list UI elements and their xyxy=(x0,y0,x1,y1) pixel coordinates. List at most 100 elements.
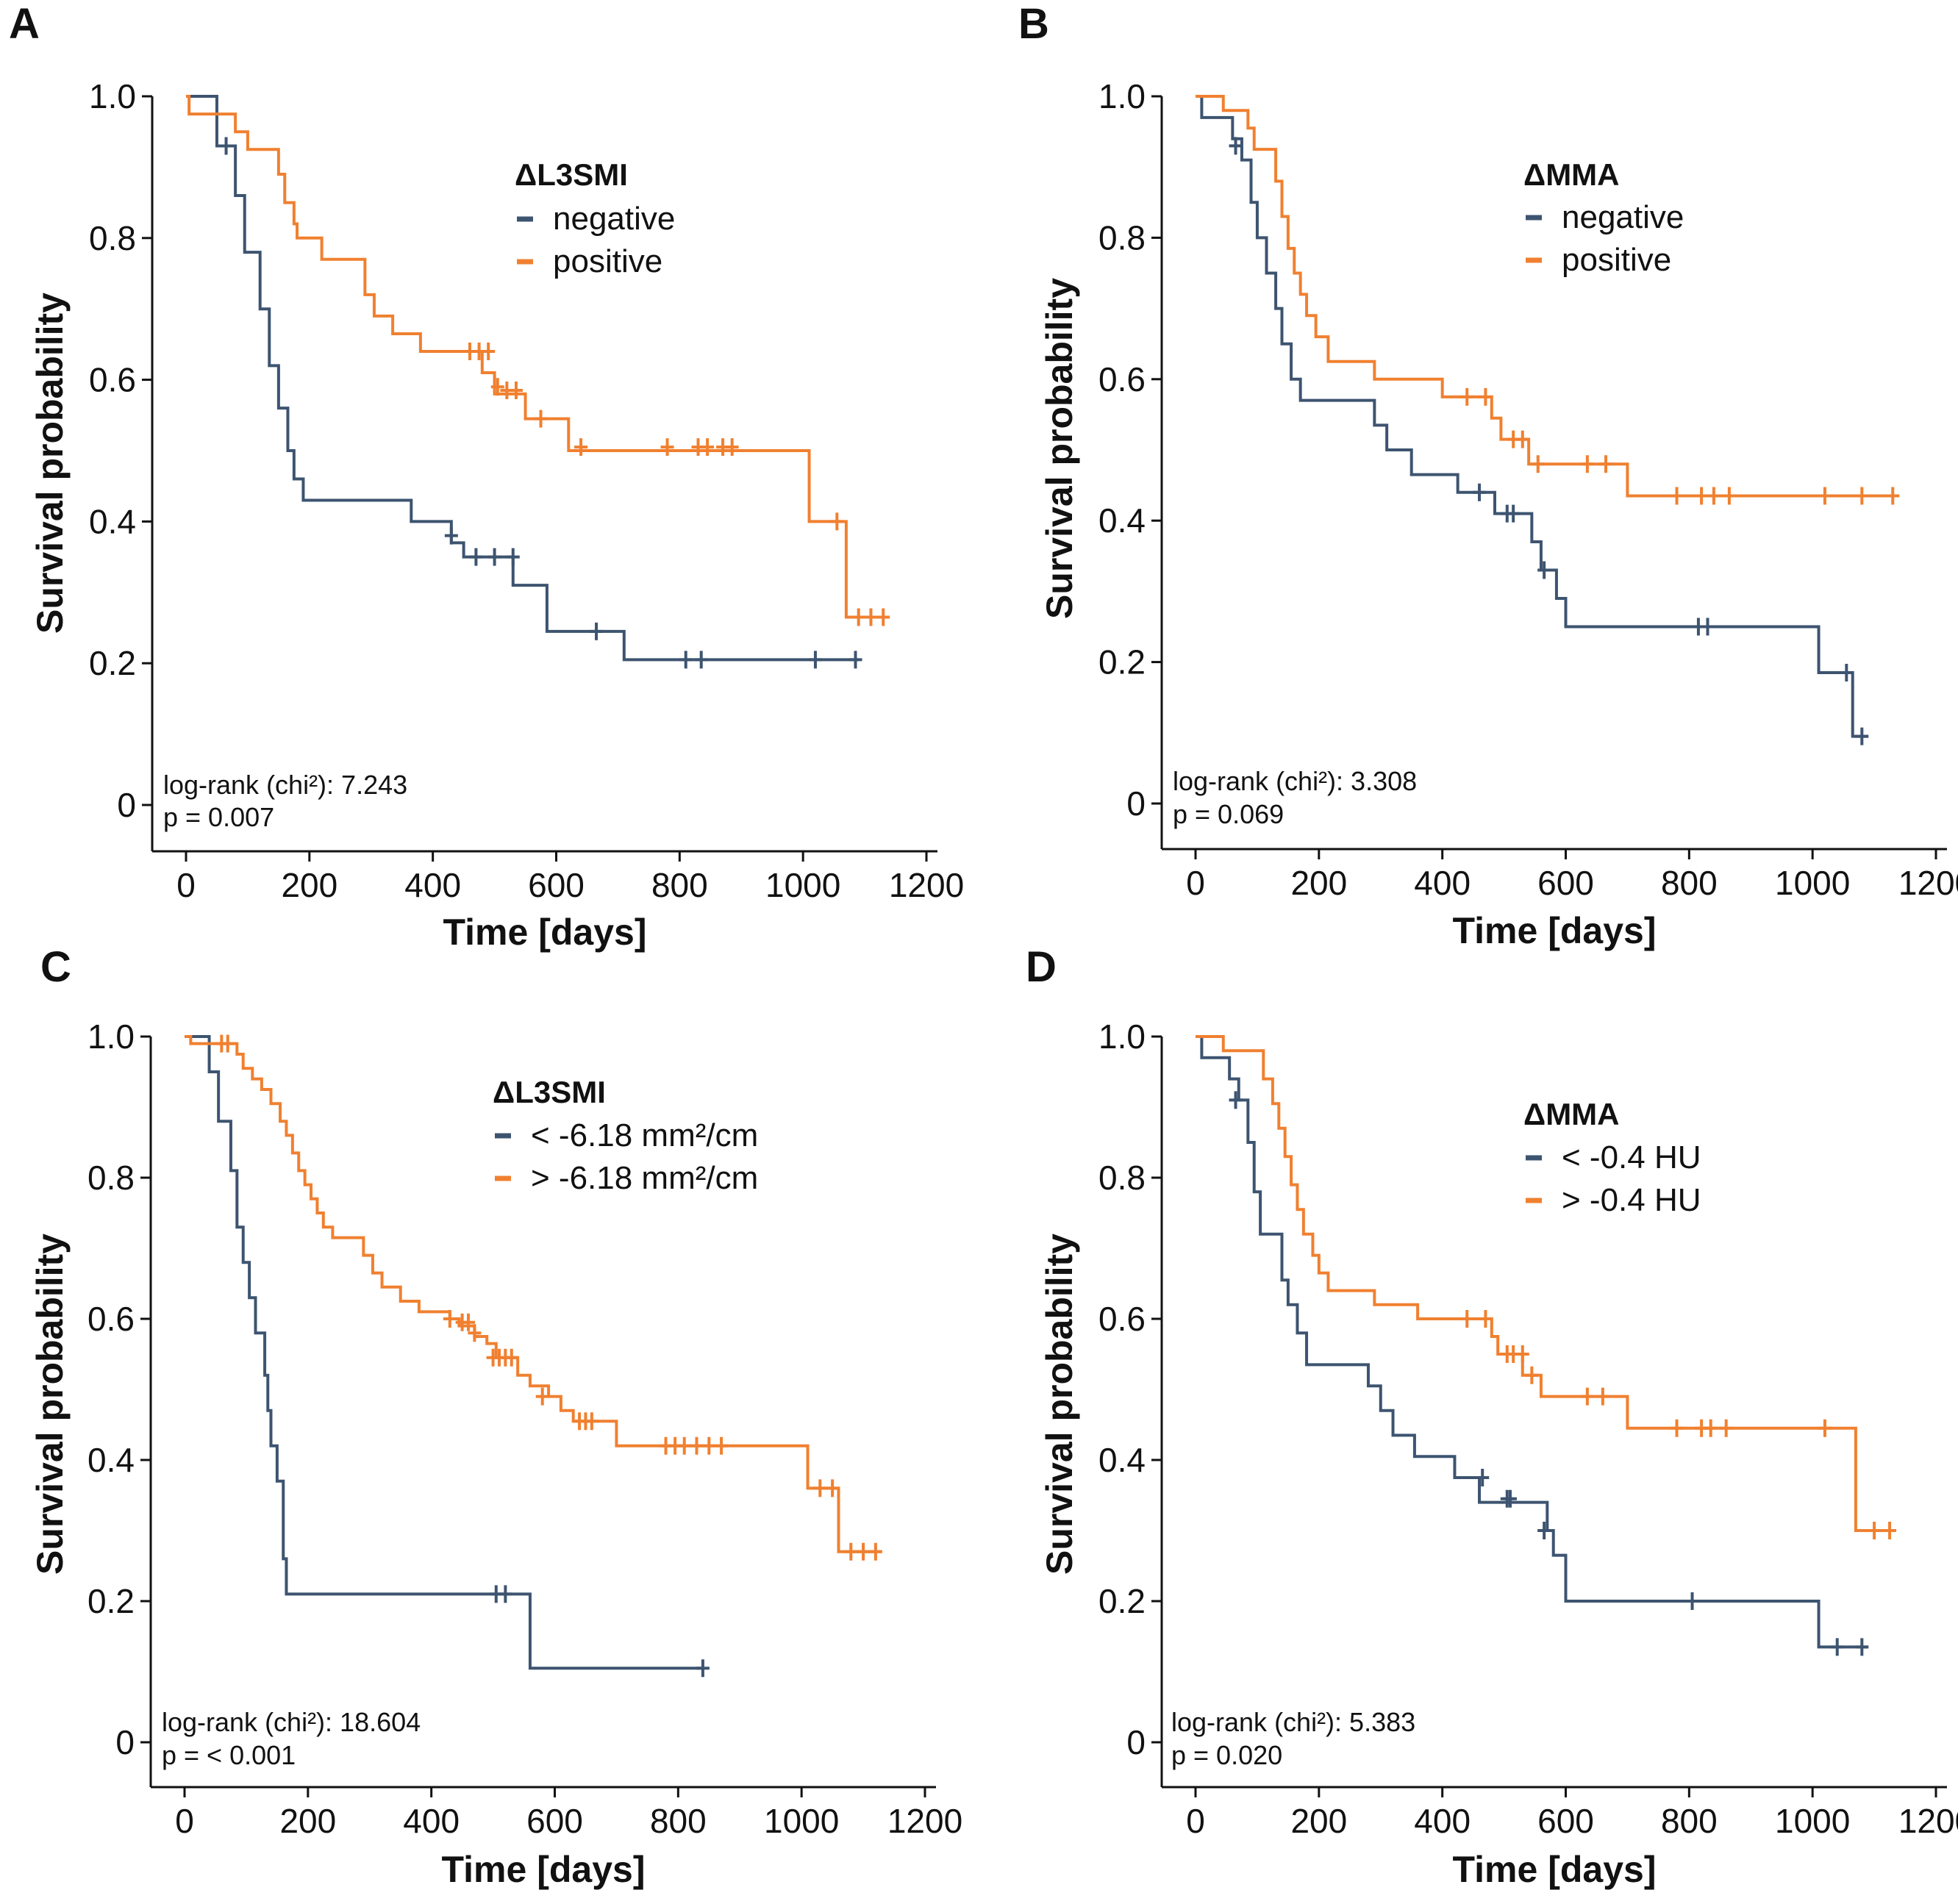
series-positive xyxy=(1196,95,1900,505)
y-tick-label: 0 xyxy=(1126,784,1146,823)
x-tick-label: 800 xyxy=(651,866,708,904)
log-rank-stat: log-rank (chi²): 18.604 xyxy=(162,1707,421,1737)
censor-mark xyxy=(444,526,458,545)
censor-marks-positive xyxy=(1460,387,1900,505)
censor-mark xyxy=(1670,487,1684,505)
censor-mark xyxy=(509,382,523,400)
censor-mark xyxy=(1855,487,1869,505)
censor-mark xyxy=(694,651,708,669)
censor-mark xyxy=(590,622,604,640)
y-tick-label: 0 xyxy=(1126,1723,1146,1761)
censor-mark xyxy=(857,1542,871,1561)
censor-mark xyxy=(696,1659,710,1678)
survival-curve-negative xyxy=(1196,95,1868,738)
x-axis: 0 200 400 600 800 1000 1200 Time [days] xyxy=(152,850,964,953)
y-tick-label: 1.0 xyxy=(1098,77,1146,115)
censor-mark xyxy=(1515,430,1529,448)
x-tick-label: 800 xyxy=(650,1802,707,1840)
p-value: p = 0.007 xyxy=(163,802,274,832)
x-tick-label: 600 xyxy=(526,1802,583,1840)
legend-label-positive: positive xyxy=(1562,242,1671,278)
y-axis-title: Survival probability xyxy=(1039,1234,1080,1575)
x-tick-label: 400 xyxy=(403,1802,460,1840)
panel-letter: B xyxy=(1018,0,1049,48)
y-tick-label: 0.2 xyxy=(1098,1582,1146,1620)
x-axis-title: Time [days] xyxy=(1453,910,1657,951)
series-below-threshold xyxy=(1196,1035,1869,1656)
p-value: p = < 0.001 xyxy=(162,1740,296,1770)
y-tick-label: 0.4 xyxy=(1098,501,1146,540)
y-tick-label: 1.0 xyxy=(1098,1017,1146,1056)
legend-label-below-threshold: < -0.4 HU xyxy=(1562,1139,1701,1175)
legend: ΔL3SMI < -6.18 mm²/cm > -6.18 mm²/cm xyxy=(493,1075,758,1196)
series-negative xyxy=(186,95,862,669)
censor-mark xyxy=(715,1436,729,1455)
plot-area xyxy=(186,95,890,669)
x-tick-label: 0 xyxy=(1186,1802,1205,1840)
legend-title: ΔL3SMI xyxy=(515,157,628,192)
censor-marks-positive xyxy=(463,343,890,626)
y-tick-label: 0.4 xyxy=(87,1441,135,1479)
censor-mark xyxy=(830,512,844,531)
censor-mark xyxy=(690,1436,704,1455)
x-tick-label: 800 xyxy=(1661,864,1718,902)
x-tick-label: 1000 xyxy=(1775,1802,1850,1840)
censor-mark xyxy=(1531,455,1545,473)
survival-curve-below-threshold xyxy=(185,1035,703,1670)
censor-mark xyxy=(1818,487,1832,505)
y-tick-label: 0.8 xyxy=(1098,1159,1146,1197)
censor-mark xyxy=(1537,561,1551,579)
log-rank-stat: log-rank (chi²): 5.383 xyxy=(1171,1707,1415,1737)
x-axis-title: Time [days] xyxy=(443,912,647,953)
x-tick-label: 1200 xyxy=(887,1802,962,1840)
censor-marks-below-threshold xyxy=(1229,1091,1869,1656)
censor-mark xyxy=(826,1479,840,1497)
y-tick-label: 0.6 xyxy=(1098,360,1146,398)
panel-letter: C xyxy=(40,943,71,991)
censor-mark xyxy=(1685,1592,1699,1610)
series-above-threshold xyxy=(185,1034,882,1561)
y-tick-label: 0 xyxy=(115,1723,135,1761)
censor-mark xyxy=(585,1412,599,1431)
panel-d: D 0 0.2 0.4 0.6 0.8 1.0 Survival probabi… xyxy=(1026,943,1958,1890)
censor-mark xyxy=(487,548,501,566)
x-ticks: 0 200 400 600 800 1000 1200 xyxy=(175,1787,962,1840)
censor-mark xyxy=(1596,1387,1609,1406)
legend: ΔMMA < -0.4 HU > -0.4 HU xyxy=(1523,1097,1701,1218)
x-tick-label: 1200 xyxy=(1898,1802,1958,1840)
x-tick-label: 200 xyxy=(279,1802,336,1840)
y-ticks: 0 0.2 0.4 0.6 0.8 1.0 xyxy=(87,1017,151,1761)
y-tick-label: 0.8 xyxy=(1098,218,1146,257)
x-tick-label: 600 xyxy=(1537,1802,1594,1840)
x-tick-label: 1000 xyxy=(764,1802,839,1840)
censor-marks-negative xyxy=(219,137,862,669)
panel-letter: D xyxy=(1026,943,1057,991)
plot-area xyxy=(1196,1035,1897,1656)
y-tick-label: 0.8 xyxy=(87,1159,135,1197)
censor-mark xyxy=(868,1542,882,1561)
censor-mark xyxy=(1599,455,1613,473)
x-tick-label: 0 xyxy=(176,866,196,904)
x-axis-title: Time [days] xyxy=(442,1849,646,1890)
censor-marks-above-threshold xyxy=(215,1034,882,1561)
censor-mark xyxy=(1707,487,1721,505)
panel-letter: A xyxy=(9,0,40,48)
survival-curve-positive xyxy=(1196,95,1893,498)
y-tick-label: 0.2 xyxy=(1098,643,1146,681)
plot-area xyxy=(1196,95,1900,745)
y-tick-label: 0.2 xyxy=(89,644,136,682)
censor-mark xyxy=(1479,1310,1493,1328)
y-tick-label: 0 xyxy=(117,786,136,824)
plot-area xyxy=(185,1034,882,1678)
censor-mark xyxy=(1868,1522,1882,1539)
censor-mark xyxy=(701,438,715,457)
censor-mark xyxy=(462,1313,476,1331)
censor-mark xyxy=(1580,455,1594,473)
censor-mark xyxy=(1460,387,1474,406)
y-axis-title: Survival probability xyxy=(29,1234,71,1575)
legend-label-above-threshold: > -0.4 HU xyxy=(1562,1182,1701,1218)
y-axis: 0 0.2 0.4 0.6 0.8 1.0 Survival probabili… xyxy=(29,1017,152,1787)
y-axis-title: Survival probability xyxy=(29,293,71,634)
x-tick-label: 1000 xyxy=(765,866,840,904)
